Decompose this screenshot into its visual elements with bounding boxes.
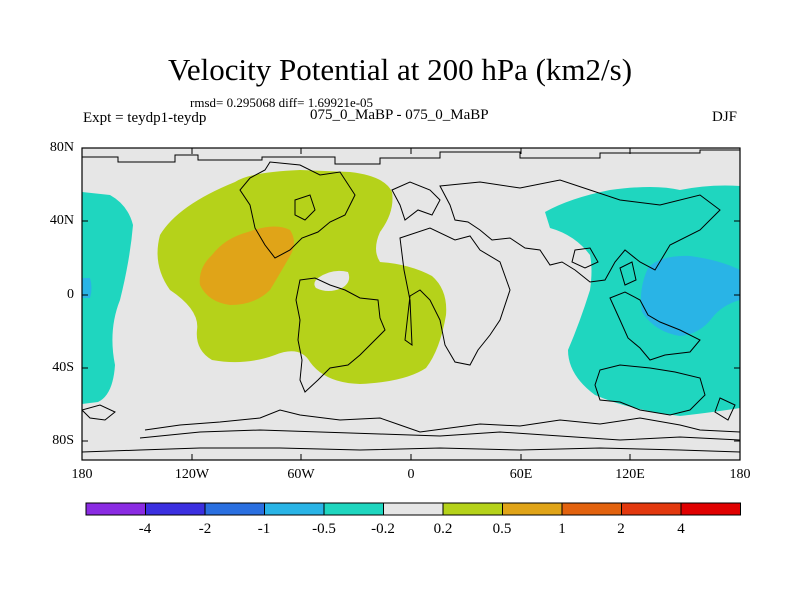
colorbar-label: -0.2 bbox=[371, 521, 395, 537]
tick-marks bbox=[81, 147, 741, 460]
contour-positive-0.5 bbox=[199, 226, 294, 305]
contour-hole bbox=[314, 270, 350, 291]
contour-negative-0.5-east bbox=[640, 255, 740, 336]
lat-label-80n: 80N bbox=[49, 140, 74, 155]
colorbar-label: -4 bbox=[138, 521, 152, 537]
stats-text: rmsd= 0.295068 diff= 1.69921e-05 bbox=[190, 95, 374, 110]
colorbar-box bbox=[561, 502, 622, 516]
colorbar-box bbox=[621, 502, 682, 516]
colorbar-box bbox=[204, 502, 265, 516]
coastlines bbox=[82, 149, 740, 453]
lat-label-40s: 40S bbox=[52, 360, 74, 375]
contour-positive-0.2 bbox=[157, 170, 447, 384]
colorbar-label: 0.2 bbox=[433, 521, 453, 537]
map-field bbox=[82, 148, 740, 460]
lon-label-60w: 60W bbox=[287, 467, 315, 482]
lat-label-0: 0 bbox=[67, 287, 74, 302]
colorbar-label: -0.5 bbox=[312, 521, 336, 537]
page-title: Velocity Potential at 200 hPa (km2/s) bbox=[167, 52, 633, 87]
colorbar-box bbox=[145, 502, 206, 516]
colorbar-box bbox=[502, 502, 563, 516]
colorbar-box bbox=[85, 502, 146, 516]
center-label: 075_0_MaBP - 075_0_MaBP bbox=[310, 107, 489, 123]
colorbar-label: -2 bbox=[198, 521, 212, 537]
colorbar-label: 2 bbox=[617, 521, 625, 537]
lon-label-120w: 120W bbox=[174, 467, 210, 482]
colorbar-box bbox=[442, 502, 503, 516]
experiment-label: Expt = teydp1-teydp bbox=[83, 110, 207, 126]
lon-label-120e: 120E bbox=[615, 467, 645, 482]
colorbar-label: 4 bbox=[677, 521, 685, 537]
lon-label-0: 0 bbox=[407, 467, 415, 482]
lon-label-180w: 180 bbox=[71, 467, 93, 482]
lon-label-60e: 60E bbox=[509, 467, 533, 482]
lon-label-180e: 180 bbox=[729, 467, 751, 482]
season-label: DJF bbox=[712, 109, 738, 125]
contour-negative-0.2-west bbox=[82, 192, 133, 404]
lat-label-80s: 80S bbox=[52, 433, 74, 448]
colorbar-label: 0.5 bbox=[492, 521, 512, 537]
colorbar-label: 1 bbox=[558, 521, 566, 537]
colorbar-box bbox=[323, 502, 384, 516]
colorbar-box bbox=[264, 502, 325, 516]
colorbar bbox=[85, 502, 741, 516]
colorbar-box bbox=[680, 502, 741, 516]
colorbar-box bbox=[383, 502, 444, 516]
contour-negative-0.5-west bbox=[82, 278, 92, 298]
colorbar-label: -1 bbox=[257, 521, 271, 537]
lat-label-40n: 40N bbox=[49, 213, 74, 228]
